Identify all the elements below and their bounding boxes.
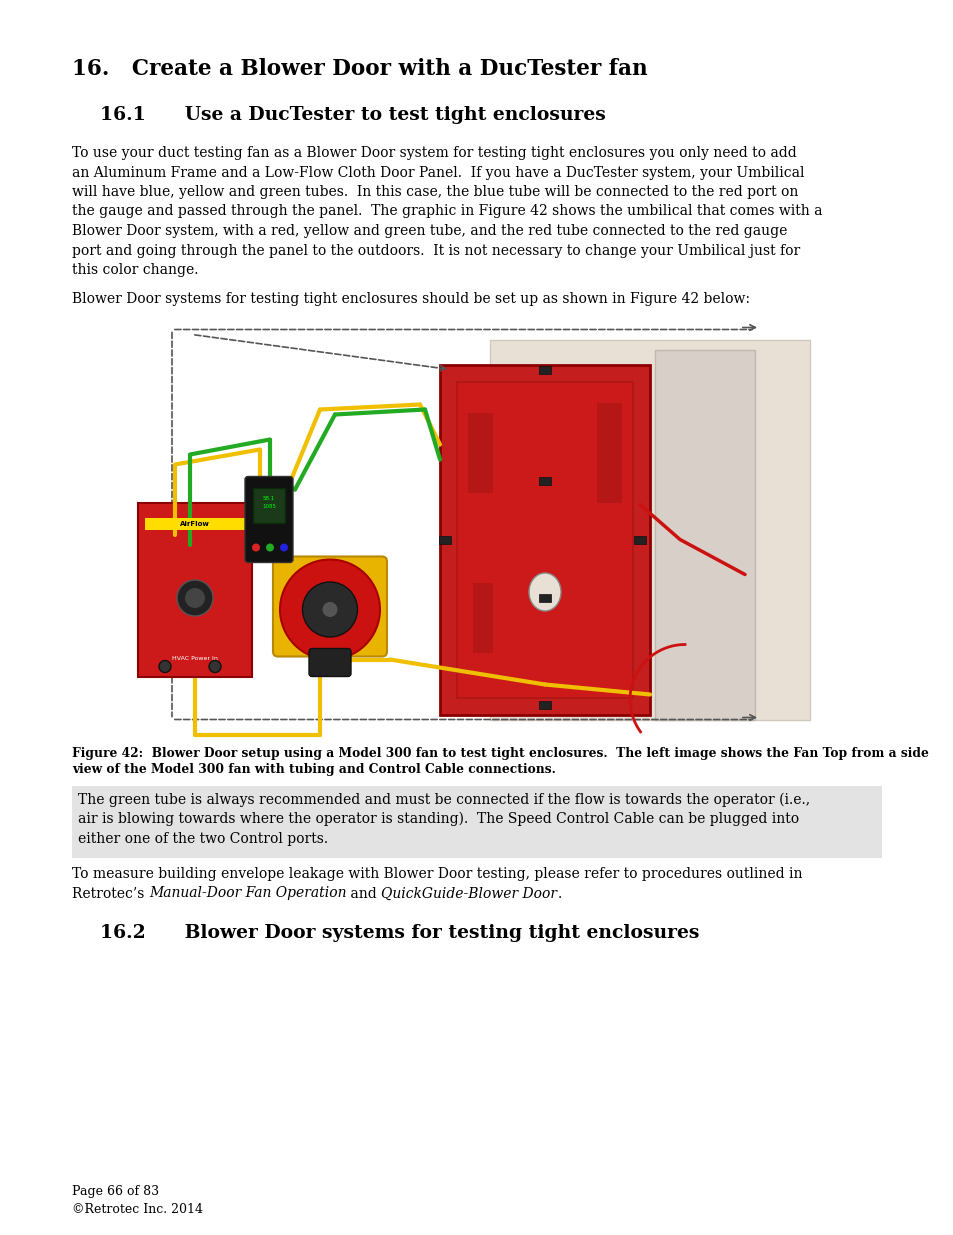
Bar: [538, 366, 551, 373]
Bar: [456, 380, 634, 699]
Text: will have blue, yellow and green tubes.  In this case, the blue tube will be con: will have blue, yellow and green tubes. …: [71, 185, 798, 199]
Text: .: .: [557, 887, 561, 900]
Text: 16.2      Blower Door systems for testing tight enclosures: 16.2 Blower Door systems for testing tig…: [100, 925, 699, 942]
Text: either one of the two Control ports.: either one of the two Control ports.: [78, 831, 328, 846]
Text: this color change.: this color change.: [71, 263, 198, 277]
Text: ©Retrotec Inc. 2014: ©Retrotec Inc. 2014: [71, 1203, 203, 1216]
Text: The green tube is always recommended and must be connected if the flow is toward: The green tube is always recommended and…: [78, 793, 809, 806]
Text: Figure 42:  Blower Door setup using a Model 300 fan to test tight enclosures.  T: Figure 42: Blower Door setup using a Mod…: [71, 747, 928, 761]
Text: AirFlow: AirFlow: [180, 521, 210, 527]
Bar: [597, 403, 621, 503]
Bar: [145, 519, 245, 530]
Circle shape: [280, 559, 379, 659]
Circle shape: [266, 543, 274, 552]
Text: QuickGuide-Blower Door: QuickGuide-Blower Door: [381, 887, 557, 900]
Text: 58.1: 58.1: [263, 495, 274, 500]
Text: air is blowing towards where the operator is standing).  The Speed Control Cable: air is blowing towards where the operato…: [78, 811, 799, 826]
Text: Page 66 of 83: Page 66 of 83: [71, 1186, 159, 1198]
Text: an Aluminum Frame and a Low-Flow Cloth Door Panel.  If you have a DucTester syst: an Aluminum Frame and a Low-Flow Cloth D…: [71, 165, 803, 179]
Bar: [473, 583, 493, 652]
Text: the gauge and passed through the panel.  The graphic in Figure 42 shows the umbi: the gauge and passed through the panel. …: [71, 205, 821, 219]
Text: HVAC Power In: HVAC Power In: [172, 657, 217, 662]
Circle shape: [322, 601, 337, 618]
Circle shape: [252, 543, 260, 552]
Bar: [253, 488, 285, 522]
Text: Blower Door systems for testing tight enclosures should be set up as shown in Fi: Blower Door systems for testing tight en…: [71, 293, 749, 306]
Text: view of the Model 300 fan with tubing and Control Cable connections.: view of the Model 300 fan with tubing an…: [71, 763, 556, 777]
FancyBboxPatch shape: [273, 557, 387, 657]
FancyBboxPatch shape: [309, 648, 351, 677]
FancyBboxPatch shape: [245, 477, 293, 562]
Text: To use your duct testing fan as a Blower Door system for testing tight enclosure: To use your duct testing fan as a Blower…: [71, 146, 796, 161]
Text: and: and: [346, 887, 381, 900]
Bar: [538, 594, 551, 601]
Circle shape: [185, 588, 205, 608]
Bar: [538, 700, 551, 709]
Circle shape: [302, 582, 357, 637]
FancyBboxPatch shape: [138, 503, 252, 677]
Bar: [439, 364, 649, 715]
Bar: [71, 785, 882, 858]
Circle shape: [159, 661, 171, 673]
Bar: [71, 320, 882, 740]
Bar: [457, 383, 631, 697]
Text: 1085: 1085: [262, 505, 275, 510]
Text: port and going through the panel to the outdoors.  It is not necessary to change: port and going through the panel to the …: [71, 243, 800, 258]
Bar: [634, 536, 645, 543]
Bar: [438, 536, 451, 543]
Text: Blower Door system, with a red, yellow and green tube, and the red tube connecte: Blower Door system, with a red, yellow a…: [71, 224, 786, 238]
Text: 16.   Create a Blower Door with a DucTester fan: 16. Create a Blower Door with a DucTeste…: [71, 58, 647, 80]
Bar: [490, 340, 809, 720]
Bar: [538, 477, 551, 484]
Text: Retrotec’s: Retrotec’s: [71, 887, 149, 900]
Circle shape: [209, 661, 221, 673]
Bar: [655, 350, 754, 720]
Ellipse shape: [529, 573, 560, 611]
Text: 16.1      Use a DucTester to test tight enclosures: 16.1 Use a DucTester to test tight enclo…: [100, 106, 605, 124]
Circle shape: [177, 580, 213, 616]
Text: To measure building envelope leakage with Blower Door testing, please refer to p: To measure building envelope leakage wit…: [71, 867, 801, 881]
Bar: [468, 412, 493, 493]
Text: Manual-Door Fan Operation: Manual-Door Fan Operation: [149, 887, 346, 900]
Circle shape: [280, 543, 288, 552]
